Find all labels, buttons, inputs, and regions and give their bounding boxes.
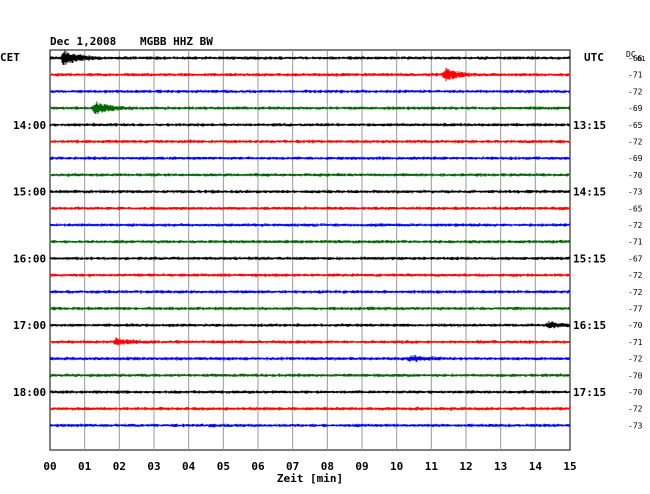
x-tick-label: 12	[459, 460, 472, 473]
x-tick-label: 15	[563, 460, 576, 473]
x-tick-labels: 00 01 02 03 04 05 06 07 08 09 10 11 12 13 14 15	[43, 460, 576, 473]
right-time-label: 14:15	[573, 186, 606, 199]
right-time-label: 16:15	[573, 319, 606, 332]
dc-value: -72	[628, 271, 643, 280]
dc-value: -71	[628, 238, 643, 247]
dc-value: -71	[628, 338, 643, 347]
x-tick-label: 08	[321, 460, 334, 473]
grid-lines	[84, 50, 536, 450]
trace-row-19	[49, 373, 571, 378]
left-time-label: 14:00	[13, 119, 46, 132]
station-label: MGBB HHZ BW	[140, 35, 213, 48]
dc-value: -70	[628, 388, 643, 397]
trace-row-18	[49, 354, 571, 363]
x-axis-label: Zeit [min]	[277, 472, 343, 485]
x-tick-label: 03	[147, 460, 160, 473]
right-time-label: 15:15	[573, 252, 606, 265]
dc-value: -72	[628, 138, 643, 147]
trace-row-4	[49, 122, 571, 127]
x-tick-label: 13	[494, 460, 507, 473]
trace-row-20	[49, 390, 571, 394]
x-tick-label: 00	[43, 460, 56, 473]
trace-row-0	[49, 50, 571, 65]
left-zone-label: CET	[0, 51, 20, 64]
dc-value: -70	[628, 371, 643, 380]
traces	[49, 50, 571, 428]
left-time-label: 18:00	[13, 386, 46, 399]
trace-row-8	[49, 189, 571, 194]
trace-row-16	[49, 321, 571, 329]
x-tick-label: 07	[286, 460, 299, 473]
trace-row-14	[49, 289, 571, 294]
left-time-labels: 14:00 15:00 16:00 17:00 18:00	[13, 119, 46, 399]
dc-value: -69	[628, 154, 643, 163]
trace-row-1	[49, 67, 571, 82]
trace-row-9	[49, 206, 571, 211]
trace-row-5	[49, 139, 571, 144]
dc-value: -72	[628, 288, 643, 297]
x-tick-label: 11	[425, 460, 439, 473]
dc-value: -72	[628, 405, 643, 414]
dc-value: -70	[628, 171, 643, 180]
left-time-label: 17:00	[13, 319, 46, 332]
x-tick-label: 10	[390, 460, 403, 473]
trace-row-12	[49, 256, 571, 261]
dc-label: DC	[626, 50, 636, 59]
left-time-label: 16:00	[13, 252, 46, 265]
trace-row-22	[49, 423, 571, 428]
dc-value: -65	[628, 204, 643, 213]
dc-value: -66	[628, 54, 643, 63]
date-label: Dec 1,2008	[50, 35, 116, 48]
trace-row-21	[49, 406, 571, 411]
dc-value: -77	[628, 305, 643, 314]
trace-row-15	[49, 306, 571, 311]
plot-frame	[49, 49, 571, 451]
dc-value: -73	[628, 188, 643, 197]
right-zone-label: UTC	[584, 51, 604, 64]
dc-value: -72	[628, 355, 643, 364]
dc-value: -73	[628, 421, 643, 430]
dc-value: -71	[628, 71, 643, 80]
x-tick-label: 02	[113, 460, 126, 473]
dc-value: -69	[628, 104, 643, 113]
trace-row-6	[49, 156, 571, 161]
dc-value: -72	[628, 221, 643, 230]
x-tick-label: 04	[182, 460, 196, 473]
dc-value: -65	[628, 121, 643, 130]
dc-value: -72	[628, 87, 643, 96]
x-tick-label: 01	[78, 460, 92, 473]
x-tick-label: 09	[355, 460, 368, 473]
right-time-labels: 13:15 14:15 15:15 16:15 17:15	[573, 119, 606, 399]
trace-row-3	[49, 101, 571, 114]
trace-row-13	[49, 273, 571, 277]
right-time-label: 17:15	[573, 386, 606, 399]
dc-value: -70	[628, 321, 643, 330]
dc-sub-label: 01	[637, 55, 645, 63]
trace-row-2	[49, 89, 571, 94]
dc-values: -66 -71 -72 -69 -65 -72 -69 -70 -73 -65 -72 -71 -67 -…	[628, 54, 643, 430]
dc-value: -67	[628, 254, 643, 263]
left-time-label: 15:00	[13, 186, 46, 199]
trace-row-10	[49, 223, 571, 227]
trace-row-11	[49, 239, 571, 244]
right-time-label: 13:15	[573, 119, 606, 132]
x-tick-label: 05	[217, 460, 230, 473]
x-tick-label: 06	[251, 460, 265, 473]
x-tick-label: 14	[529, 460, 543, 473]
trace-row-7	[49, 173, 571, 177]
trace-row-17	[49, 337, 571, 346]
